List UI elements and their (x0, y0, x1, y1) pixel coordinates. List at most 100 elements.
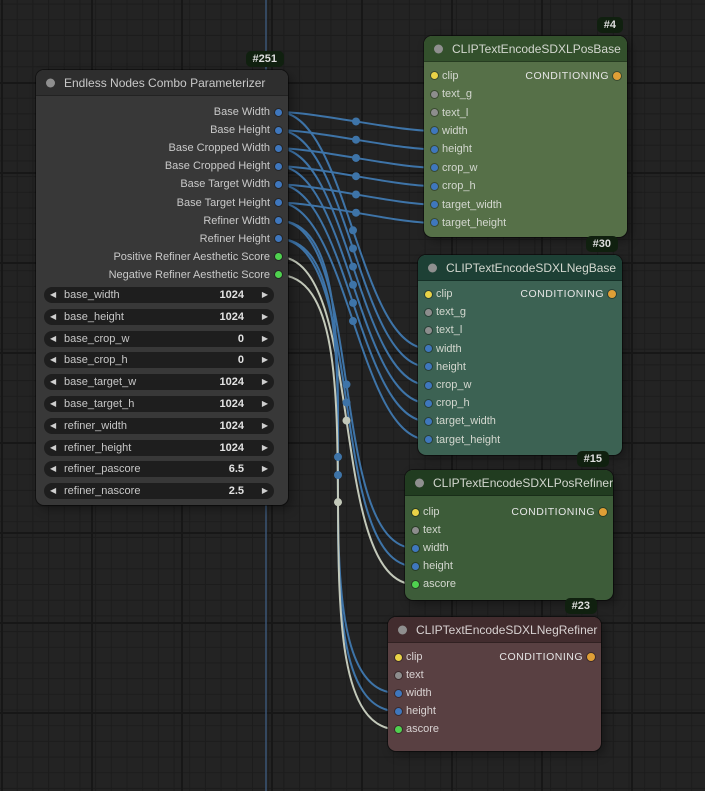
widget-decrement-icon[interactable]: ◀ (50, 464, 57, 474)
widget-refiner-pascore[interactable]: ◀ refiner_pascore 6.5 ▶ (44, 461, 274, 478)
input-slot-text-g[interactable] (430, 90, 438, 98)
widget-increment-icon[interactable]: ▶ (261, 333, 268, 343)
input-slot-text[interactable] (394, 671, 402, 679)
node-neg-base[interactable]: CLIPTextEncodeSDXLNegBase clip text_g text_… (418, 255, 622, 455)
output-slot-conditioning[interactable] (608, 290, 616, 298)
input-slot-text-g[interactable] (424, 308, 432, 316)
widget-decrement-icon[interactable]: ◀ (50, 333, 57, 343)
node-title-bar[interactable]: CLIPTextEncodeSDXLNegBase (418, 255, 622, 281)
node-title-bar[interactable]: CLIPTextEncodeSDXLPosRefiner (405, 470, 613, 496)
widget-refiner-height[interactable]: ◀ refiner_height 1024 ▶ (44, 439, 274, 456)
input-slot-width[interactable] (411, 544, 419, 552)
input-slot-ascore[interactable] (394, 725, 402, 733)
input-slot-target-height[interactable] (430, 219, 438, 227)
input-slot-target-width[interactable] (424, 417, 432, 425)
widget-decrement-icon[interactable]: ◀ (50, 355, 57, 365)
output-slot-label: CONDITIONING (520, 288, 604, 300)
output-slot-base-target-height[interactable] (274, 199, 282, 206)
node-title: CLIPTextEncodeSDXLNegBase (446, 260, 617, 275)
input-slot-target-height[interactable] (424, 436, 432, 444)
widget-base-width[interactable]: ◀ base_width 1024 ▶ (44, 287, 274, 303)
collapse-toggle-icon[interactable] (428, 263, 437, 272)
node-order-badge: #23 (564, 598, 597, 614)
output-slot-base-target-width[interactable] (274, 180, 282, 188)
input-slot-width[interactable] (394, 689, 402, 697)
widget-refiner-nascore[interactable]: ◀ refiner_nascore 2.5 ▶ (44, 483, 274, 500)
output-slot-base-cropped-width[interactable] (274, 144, 282, 152)
input-slot-crop-h[interactable] (424, 399, 432, 407)
input-slot-clip[interactable] (424, 290, 432, 298)
input-slot-crop-w[interactable] (430, 164, 438, 172)
widget-increment-icon[interactable]: ▶ (261, 290, 268, 299)
widget-decrement-icon[interactable]: ◀ (50, 290, 57, 299)
widget-decrement-icon[interactable]: ◀ (50, 420, 57, 430)
widget-increment-icon[interactable]: ▶ (261, 420, 268, 430)
input-slot-target-width[interactable] (430, 201, 438, 208)
widget-base-target-h[interactable]: ◀ base_target_h 1024 ▶ (44, 396, 274, 412)
input-slot-text[interactable] (411, 526, 419, 534)
widget-increment-icon[interactable]: ▶ (261, 311, 268, 321)
output-slot-label: CONDITIONING (511, 506, 595, 518)
input-slot-width[interactable] (424, 345, 432, 353)
widget-increment-icon[interactable]: ▶ (261, 486, 268, 496)
output-slot-conditioning[interactable] (587, 653, 595, 661)
input-slot-height[interactable] (430, 145, 438, 153)
node-neg-refiner[interactable]: CLIPTextEncodeSDXLNegRefiner clip text widt… (388, 617, 601, 751)
widget-increment-icon[interactable]: ▶ (261, 442, 268, 452)
widget-value: 1024 (219, 376, 244, 389)
input-slot-text-l[interactable] (424, 326, 432, 334)
input-slot-ascore[interactable] (411, 580, 419, 588)
input-slot-label: text (406, 669, 424, 682)
widget-name: base_width (64, 289, 120, 301)
collapse-toggle-icon[interactable] (46, 78, 55, 87)
output-slot-base-cropped-height[interactable] (274, 162, 282, 170)
node-title-bar[interactable]: CLIPTextEncodeSDXLPosBase (424, 36, 627, 62)
node-pos-refiner[interactable]: CLIPTextEncodeSDXLPosRefiner clip text widt… (405, 470, 613, 600)
widget-decrement-icon[interactable]: ◀ (50, 377, 57, 387)
input-slot-crop-h[interactable] (430, 182, 438, 190)
widget-base-target-w[interactable]: ◀ base_target_w 1024 ▶ (44, 374, 274, 391)
output-slot-label: Refiner Height (199, 232, 270, 245)
collapse-toggle-icon[interactable] (434, 44, 443, 53)
widget-decrement-icon[interactable]: ◀ (50, 442, 57, 452)
collapse-toggle-icon[interactable] (398, 625, 407, 634)
output-slot-positive-refiner-aesthetic-score[interactable] (274, 253, 282, 261)
output-slot-base-width[interactable] (274, 108, 282, 116)
output-slot-refiner-height[interactable] (274, 235, 282, 243)
widget-decrement-icon[interactable]: ◀ (50, 399, 57, 408)
widget-increment-icon[interactable]: ▶ (261, 464, 268, 474)
widget-refiner-width[interactable]: ◀ refiner_width 1024 ▶ (44, 417, 274, 434)
output-slot-conditioning[interactable] (599, 508, 607, 516)
input-slot-label: width (423, 542, 449, 555)
input-slot-width[interactable] (430, 127, 438, 135)
input-slot-height[interactable] (424, 363, 432, 371)
input-slot-clip[interactable] (394, 653, 402, 661)
node-pos-base[interactable]: CLIPTextEncodeSDXLPosBase clip text_g text_… (424, 36, 627, 237)
node-title-bar[interactable]: CLIPTextEncodeSDXLNegRefiner (388, 617, 601, 643)
node-title-bar[interactable]: Endless Nodes Combo Parameterizer (36, 70, 288, 96)
widget-value: 6.5 (228, 463, 244, 476)
node-combo-parameterizer[interactable]: Endless Nodes Combo Parameterizer Base Wi… (36, 70, 288, 505)
output-slot-base-height[interactable] (274, 126, 282, 134)
widget-base-crop-h[interactable]: ◀ base_crop_h 0 ▶ (44, 352, 274, 369)
collapse-toggle-icon[interactable] (415, 478, 424, 487)
input-slot-height[interactable] (411, 562, 419, 570)
widget-increment-icon[interactable]: ▶ (261, 377, 268, 387)
output-slot-refiner-width[interactable] (274, 217, 282, 225)
input-slot-clip[interactable] (430, 72, 438, 80)
widget-decrement-icon[interactable]: ◀ (50, 486, 57, 496)
widget-decrement-icon[interactable]: ◀ (50, 311, 57, 321)
widget-base-crop-w[interactable]: ◀ base_crop_w 0 ▶ (44, 330, 274, 347)
input-slot-height[interactable] (394, 707, 402, 715)
widget-increment-icon[interactable]: ▶ (261, 399, 268, 408)
widget-name: base_target_h (64, 398, 135, 410)
input-slot-text-l[interactable] (430, 109, 438, 116)
output-slot-conditioning[interactable] (613, 71, 621, 80)
link-midpoint-dot (352, 190, 360, 199)
input-slot-crop-w[interactable] (424, 381, 432, 389)
input-slot-clip[interactable] (411, 508, 419, 516)
output-slot-negative-refiner-aesthetic-score[interactable] (274, 271, 282, 279)
widget-increment-icon[interactable]: ▶ (261, 355, 268, 365)
widget-base-height[interactable]: ◀ base_height 1024 ▶ (44, 308, 274, 325)
